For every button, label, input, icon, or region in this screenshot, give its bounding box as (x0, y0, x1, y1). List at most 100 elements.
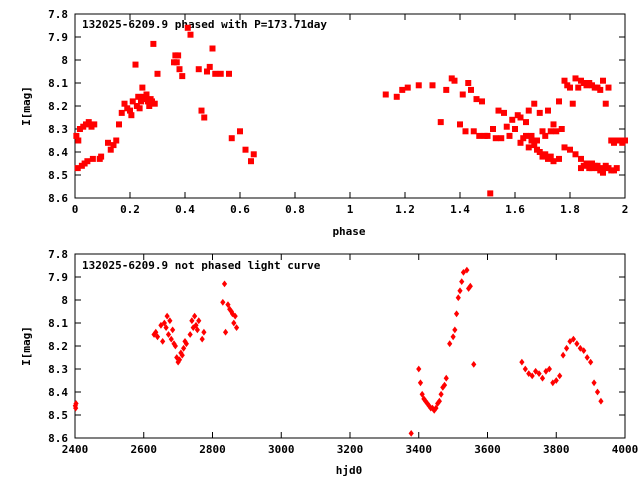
unphased-x-tick-label: 4000 (612, 443, 639, 456)
phased-data-point (572, 151, 579, 158)
unphased-y-tick-label: 7.9 (48, 271, 68, 284)
phased-data-point (217, 70, 224, 77)
phased-data-point (556, 98, 562, 105)
unphased-data-point (417, 379, 424, 387)
phased-x-tick-label: 1.6 (505, 203, 525, 216)
unphased-data-point (529, 372, 535, 380)
unphased-data-point (172, 342, 178, 350)
phased-data-point (542, 132, 549, 139)
phased-data-point (531, 100, 538, 107)
phased-data-point (556, 155, 562, 162)
phased-data-point (98, 153, 105, 160)
phased-data-point (583, 160, 590, 167)
phased-data-point (470, 128, 477, 135)
phased-y-axis-label: I[mag] (20, 86, 33, 126)
phased-data-point (525, 107, 532, 114)
unphased-y-tick-label: 8.6 (48, 432, 68, 445)
phased-data-point (135, 93, 142, 100)
unphased-data-point (459, 278, 465, 285)
phased-data-point (228, 135, 235, 142)
phased-data-point (73, 132, 80, 139)
phased-data-point (578, 155, 584, 162)
phased-data-point (553, 128, 560, 135)
phased-data-point (622, 137, 628, 144)
unphased-data-point (438, 390, 444, 398)
phased-data-point (567, 84, 573, 91)
phased-data-point (468, 86, 474, 93)
phased-data-point (586, 165, 593, 172)
phased-data-point (250, 151, 257, 158)
phased-data-point (462, 128, 469, 135)
phased-x-ticks: 0 0.2 0.4 0.6 0.8 1 1.2 1.4 1.6 1.8 2 (72, 14, 629, 216)
phased-data-point (534, 137, 540, 144)
phased-data-point (404, 84, 411, 91)
phased-data-point (600, 169, 606, 176)
unphased-y-tick-label: 8.1 (48, 317, 68, 330)
phased-data-point (572, 75, 579, 82)
unphased-data-point (201, 328, 207, 336)
unphased-y-tick-label: 8.4 (48, 386, 68, 399)
phased-data-point (567, 146, 573, 153)
unphased-y-tick-label: 8.3 (48, 363, 68, 376)
unphased-data-point (570, 335, 577, 343)
phased-data-point (201, 114, 208, 121)
phased-data-point (523, 132, 529, 139)
phased-data-point (575, 84, 582, 91)
unphased-data-point (167, 317, 173, 325)
unphased-data-point (594, 388, 601, 396)
phased-y-tick-label: 8.3 (48, 123, 68, 136)
phased-data-point (136, 105, 143, 112)
phased-data-point (506, 132, 513, 139)
phased-data-point (528, 132, 535, 139)
unphased-panel: 132025-6209.9 not phased light curve hjd… (20, 248, 638, 477)
phased-data-point (479, 98, 485, 105)
unphased-data-point (176, 356, 183, 364)
phased-data-point (501, 109, 507, 116)
phased-data-point (536, 109, 543, 116)
phased-data-point (206, 63, 213, 70)
phased-y-tick-label: 8.1 (48, 77, 68, 90)
phased-data-point (173, 59, 180, 66)
unphased-data-point (433, 404, 439, 412)
unphased-data-point (199, 335, 205, 343)
unphased-data-point (192, 312, 198, 320)
phased-data-point (151, 100, 158, 107)
phased-data-point (490, 126, 496, 132)
unphased-data-point (452, 326, 458, 334)
phased-data-point (429, 82, 436, 89)
phased-data-point (528, 137, 535, 144)
phased-y-tick-label: 7.9 (48, 31, 68, 44)
phased-data-point (531, 142, 538, 149)
phased-data-point (237, 128, 243, 135)
phased-x-tick-label: 2 (622, 203, 629, 216)
phased-x-tick-label: 1.4 (450, 203, 470, 216)
phased-data-point (547, 153, 554, 160)
phased-data-point (107, 146, 114, 153)
phased-data-point (84, 158, 91, 165)
phased-data-point (143, 91, 150, 98)
phased-x-tick-label: 0.2 (120, 203, 140, 216)
unphased-data-point (546, 365, 552, 373)
unphased-data-point (536, 370, 542, 377)
unphased-data-point (519, 358, 525, 366)
phased-data-point (525, 144, 532, 151)
phased-data-point (602, 100, 609, 107)
unphased-data-point (408, 430, 414, 437)
phased-data-points (73, 24, 628, 197)
unphased-data-point (464, 266, 470, 274)
phased-data-point (492, 135, 499, 142)
phased-data-point (600, 77, 606, 84)
phased-data-point (561, 144, 568, 151)
unphased-x-tick-label: 3600 (474, 443, 501, 456)
phased-data-point (129, 98, 136, 105)
phased-data-point (495, 107, 502, 114)
unphased-data-point (168, 335, 174, 343)
phased-data-point (85, 119, 92, 126)
phased-data-point (248, 158, 254, 165)
phased-data-point (128, 112, 135, 119)
phased-x-axis-label: phase (332, 225, 365, 238)
unphased-data-point (161, 319, 167, 327)
unphased-data-point (221, 280, 228, 288)
unphased-data-point (447, 340, 453, 348)
